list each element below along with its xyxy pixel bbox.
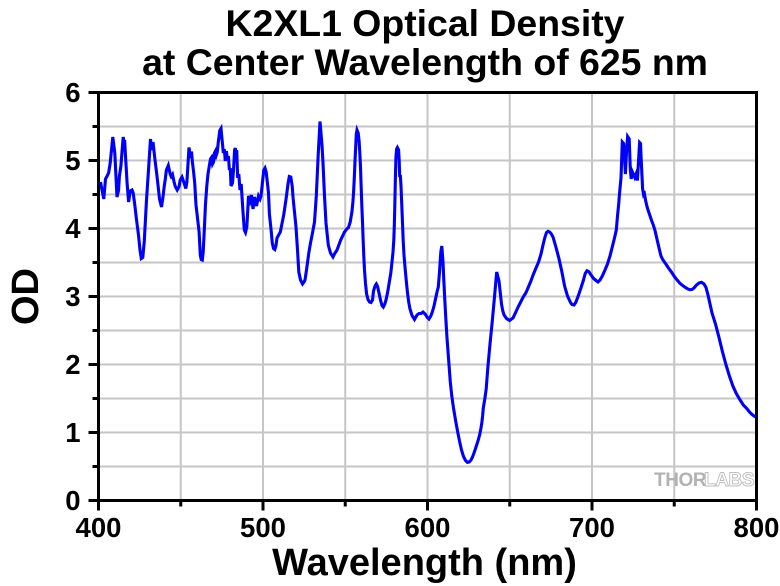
- svg-text:K2XL1 Optical Density: K2XL1 Optical Density: [226, 2, 625, 44]
- svg-text:0: 0: [65, 485, 80, 516]
- svg-text:at Center Wavelength of 625 nm: at Center Wavelength of 625 nm: [142, 41, 708, 83]
- svg-text:2: 2: [65, 349, 80, 380]
- svg-text:500: 500: [240, 512, 286, 543]
- svg-text:Wavelength (nm): Wavelength (nm): [272, 542, 577, 584]
- svg-text:700: 700: [569, 512, 615, 543]
- svg-text:6: 6: [65, 77, 80, 108]
- svg-text:1: 1: [65, 417, 80, 448]
- svg-text:3: 3: [65, 281, 80, 312]
- svg-text:THOR: THOR: [654, 470, 707, 491]
- svg-text:LABS: LABS: [704, 470, 754, 491]
- svg-text:4: 4: [65, 213, 81, 244]
- svg-text:400: 400: [76, 512, 122, 543]
- svg-text:800: 800: [734, 512, 780, 543]
- svg-text:5: 5: [65, 145, 80, 176]
- svg-text:600: 600: [405, 512, 451, 543]
- svg-text:OD: OD: [5, 268, 47, 325]
